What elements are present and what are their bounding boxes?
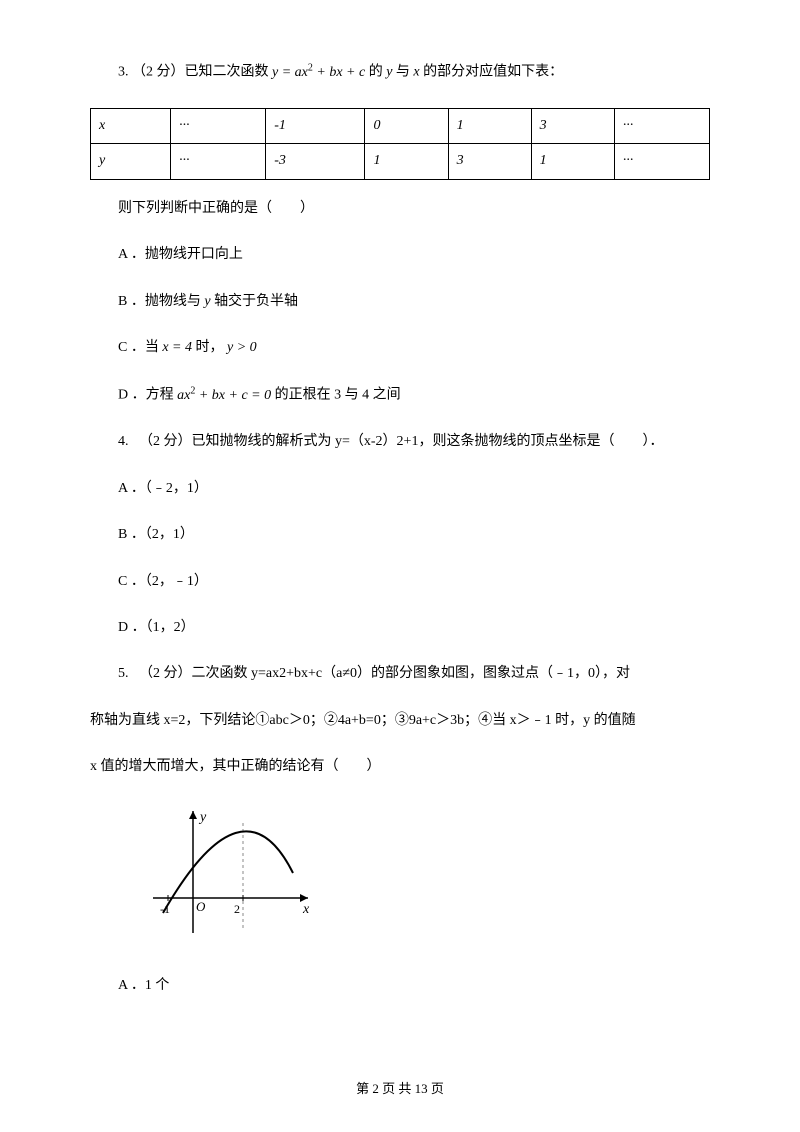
tick-label-2: 2 — [234, 902, 240, 916]
parabola-svg: y x -1 O 2 — [138, 803, 318, 943]
q3-c-pre: C ．当 — [118, 340, 162, 355]
table-row: x ··· -1 0 1 3 ··· — [91, 109, 710, 144]
q3-stem: 3. （2 分）已知二次函数 y = ax2 + bx + c 的 y 与 x … — [90, 60, 710, 84]
cell: 3 — [448, 144, 531, 179]
cell: ··· — [614, 144, 709, 179]
q5-stem-3: x 值的增大而增大，其中正确的结论有（ ） — [90, 756, 710, 778]
q3-d-post: 的正根在 3 与 4 之间 — [275, 388, 401, 403]
q3-y: y — [386, 65, 392, 80]
q3-b-pre: B ．抛物线与 — [118, 294, 204, 309]
q5-stem-2: 称轴为直线 x=2，下列结论①abc＞0；②4a+b=0；③9a+c＞3b；④当… — [90, 710, 710, 732]
cell: 1 — [531, 144, 614, 179]
q5-opt-a: A ．1 个 — [90, 975, 710, 997]
q3-b-post: 轴交于负半轴 — [214, 294, 298, 309]
y-arrow-icon — [189, 811, 197, 819]
q3-c-mid: 时， — [196, 340, 228, 355]
table-row: y ··· -3 1 3 1 ··· — [91, 144, 710, 179]
parabola-curve — [163, 831, 293, 913]
q3-formula: y = ax2 + bx + c — [272, 65, 365, 80]
origin-label: O — [196, 899, 206, 914]
q3-table: x ··· -1 0 1 3 ··· y ··· -3 1 3 1 ··· — [90, 108, 710, 180]
q3-opt-d: D ．方程 ax2 + bx + c = 0 的正根在 3 与 4 之间 — [90, 383, 710, 407]
cell: -1 — [266, 109, 365, 144]
q3-b-y: y — [204, 294, 210, 309]
q3-c-f1: x = 4 — [162, 340, 192, 355]
q3-x: x — [413, 65, 419, 80]
tick-label-neg1: -1 — [160, 902, 170, 916]
q3-stem-mid: 的 — [369, 65, 387, 80]
q3-d-f: ax2 + bx + c = 0 — [177, 388, 271, 403]
cell: 1 — [448, 109, 531, 144]
q5-parabola-chart: y x -1 O 2 — [138, 803, 710, 951]
q4-opt-b: B ．（2，1） — [90, 524, 710, 546]
cell: 3 — [531, 109, 614, 144]
cell: -3 — [266, 144, 365, 179]
cell: ··· — [171, 109, 266, 144]
cell: ··· — [171, 144, 266, 179]
cell: 1 — [365, 144, 448, 179]
y-axis-label: y — [198, 810, 207, 825]
q3-and: 与 — [396, 65, 414, 80]
q3-judge: 则下列判断中正确的是（ ） — [90, 198, 710, 220]
cell: ··· — [614, 109, 709, 144]
q3-stem-suffix: 的部分对应值如下表： — [423, 65, 563, 80]
cell: x — [91, 109, 171, 144]
q4-opt-d: D ．（1，2） — [90, 617, 710, 639]
x-arrow-icon — [300, 894, 308, 902]
q3-stem-prefix: 3. （2 分）已知二次函数 — [118, 65, 272, 80]
cell: y — [91, 144, 171, 179]
q3-d-pre: D ．方程 — [118, 388, 177, 403]
q4-opt-a: A ．（﹣2，1） — [90, 478, 710, 500]
q4-opt-c: C ．（2，﹣1） — [90, 571, 710, 593]
cell: 0 — [365, 109, 448, 144]
q3-opt-c: C ．当 x = 4 时， y > 0 — [90, 337, 710, 359]
x-axis-label: x — [302, 902, 310, 917]
page-footer: 第 2 页 共 13 页 — [0, 1079, 800, 1100]
q4-stem: 4. （2 分）已知抛物线的解析式为 y=（x-2）2+1，则这条抛物线的顶点坐… — [90, 431, 710, 453]
q5-stem-1: 5. （2 分）二次函数 y=ax2+bx+c（a≠0）的部分图象如图，图象过点… — [90, 663, 710, 685]
q3-c-f2: y > 0 — [227, 340, 257, 355]
q3-opt-a: A ．抛物线开口向上 — [90, 244, 710, 266]
q3-opt-b: B ．抛物线与 y 轴交于负半轴 — [90, 291, 710, 313]
